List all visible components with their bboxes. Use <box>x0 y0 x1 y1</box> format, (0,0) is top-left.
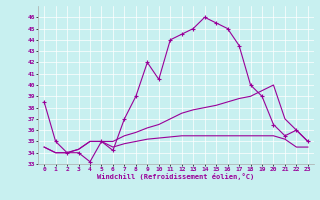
X-axis label: Windchill (Refroidissement éolien,°C): Windchill (Refroidissement éolien,°C) <box>97 173 255 180</box>
